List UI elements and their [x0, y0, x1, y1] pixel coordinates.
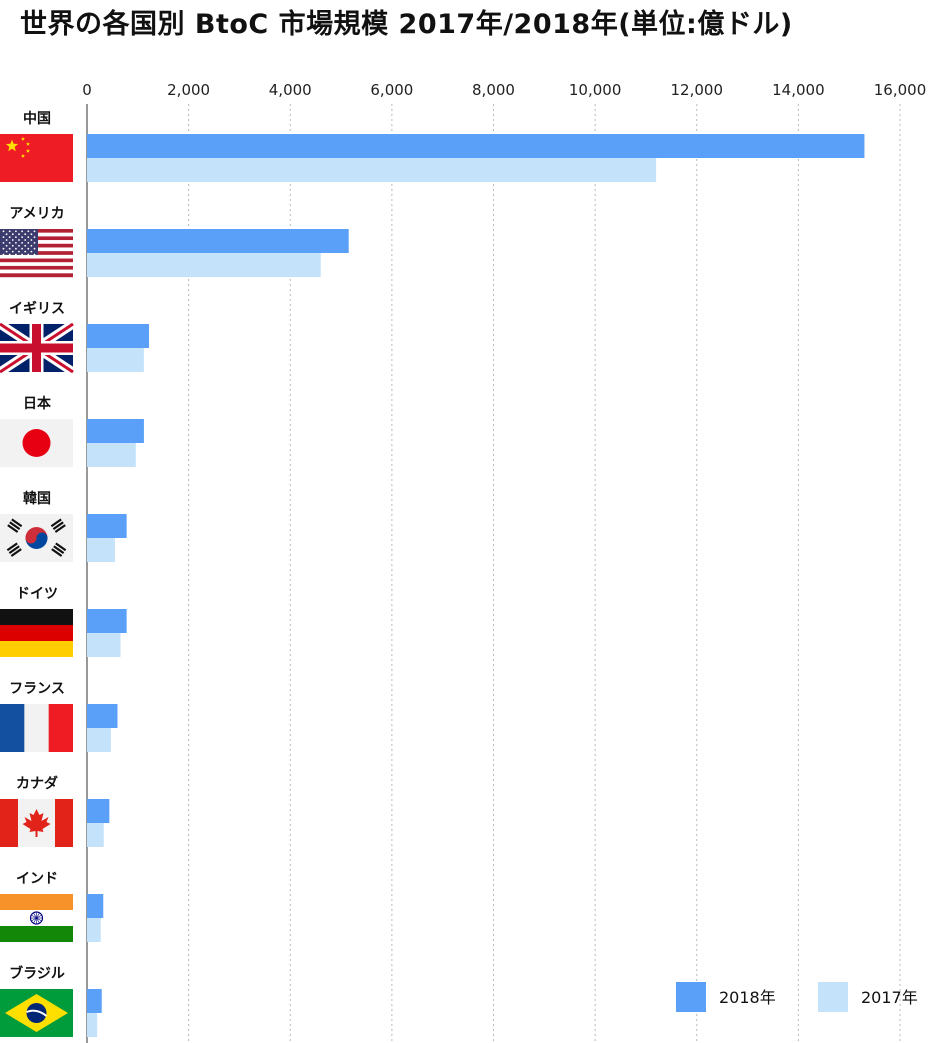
bar-2018: [87, 704, 118, 728]
uk-flag: [0, 320, 76, 376]
france-flag: [0, 704, 73, 752]
bar-2017: [87, 728, 111, 752]
legend-label: 2018年: [719, 988, 776, 1007]
x-tick-label: 14,000: [772, 81, 825, 99]
country-label: ドイツ: [16, 586, 58, 602]
legend: 2018年 2017年: [676, 982, 918, 1012]
bar-2018: [87, 419, 144, 443]
bar-2018: [87, 609, 127, 633]
country-label: 日本: [23, 395, 52, 412]
bar-2018: [87, 799, 110, 823]
country-label: フランス: [9, 681, 65, 697]
country-label: インド: [16, 871, 58, 887]
country-label: 中国: [23, 110, 51, 127]
x-tick-label: 4,000: [269, 81, 312, 99]
legend-label: 2017年: [861, 988, 918, 1007]
x-axis-ticks: 0 2,000 4,000 6,000 8,000 10,000 12,000 14,000 1…: [82, 81, 926, 99]
bar-2018: [87, 989, 102, 1013]
x-tick-label: 2,000: [167, 81, 210, 99]
bar-2017: [87, 158, 657, 182]
bar-2017: [87, 633, 121, 657]
bar-2017: [87, 823, 104, 847]
country-label: 韓国: [23, 490, 51, 507]
country-label: ブラジル: [9, 965, 65, 982]
korea-flag: [0, 514, 73, 562]
bar-2017: [87, 253, 321, 277]
brazil-flag: [0, 989, 73, 1037]
bar-2017: [87, 1013, 98, 1037]
usa-flag: [0, 229, 73, 278]
country-label: アメリカ: [9, 206, 64, 222]
bars-layer: [87, 134, 865, 1037]
country-label: カナダ: [16, 775, 58, 792]
legend-swatch-2017: [818, 982, 848, 1012]
chart-title: 世界の各国別 BtoC 市場規模 2017年/2018年(単位:億ドル): [20, 9, 793, 40]
x-tick-label: 10,000: [569, 81, 622, 99]
flags-layer: [0, 134, 76, 1037]
bar-2018: [87, 134, 865, 158]
germany-flag: [0, 609, 73, 657]
bar-2018: [87, 894, 104, 918]
bar-2017: [87, 348, 144, 372]
x-tick-label: 12,000: [671, 81, 724, 99]
legend-swatch-2018: [676, 982, 706, 1012]
japan-flag: [0, 419, 73, 467]
country-label: イギリス: [9, 300, 65, 317]
bar-2018: [87, 229, 349, 253]
bar-2017: [87, 918, 101, 942]
canada-flag: [0, 799, 73, 847]
x-tick-label: 16,000: [874, 81, 927, 99]
bar-2017: [87, 538, 115, 562]
india-flag: [0, 894, 73, 942]
china-flag: [0, 134, 73, 182]
x-tick-label: 0: [82, 81, 92, 99]
bar-2018: [87, 514, 127, 538]
x-tick-label: 6,000: [370, 81, 413, 99]
x-tick-label: 8,000: [472, 81, 515, 99]
bar-2018: [87, 324, 149, 348]
bar-2017: [87, 443, 136, 467]
